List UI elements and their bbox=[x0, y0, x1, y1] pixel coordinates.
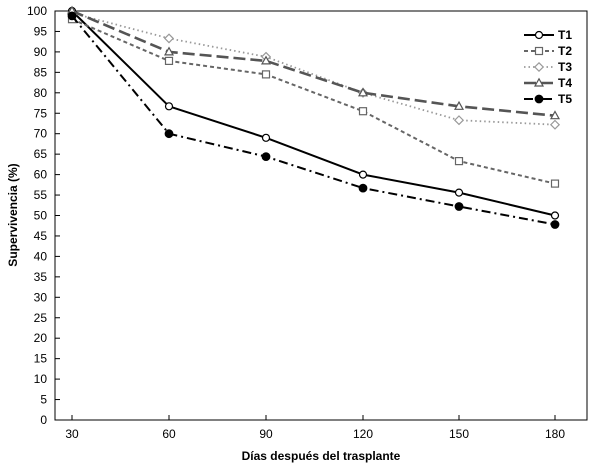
data-point bbox=[549, 110, 561, 120]
data-point bbox=[261, 133, 271, 142]
data-point bbox=[358, 107, 368, 116]
x-axis: 30 60 90 120 150 180 bbox=[65, 415, 565, 441]
x-tick-label: 60 bbox=[162, 427, 176, 441]
y-axis-title: Supervivencia (%) bbox=[6, 163, 20, 266]
data-point bbox=[67, 11, 77, 21]
data-point bbox=[453, 100, 465, 110]
y-tick-label: 60 bbox=[34, 168, 48, 182]
data-point bbox=[357, 87, 369, 97]
legend-label: T5 bbox=[558, 92, 572, 106]
data-point bbox=[550, 211, 560, 220]
data-point bbox=[550, 220, 560, 229]
data-point bbox=[358, 183, 368, 193]
x-tick-label: 90 bbox=[259, 427, 273, 441]
y-tick-label: 40 bbox=[34, 249, 48, 263]
y-tick-label: 65 bbox=[34, 147, 48, 161]
y-tick-label: 25 bbox=[34, 311, 48, 325]
series-line bbox=[71, 15, 556, 226]
y-tick-label: 90 bbox=[34, 45, 48, 59]
y-tick-label: 70 bbox=[34, 127, 48, 141]
y-tick-label: 0 bbox=[40, 413, 47, 427]
y-tick-label: 95 bbox=[34, 24, 48, 38]
data-point bbox=[260, 55, 272, 65]
data-point bbox=[550, 179, 560, 188]
data-point bbox=[549, 119, 561, 130]
series-T1 bbox=[67, 6, 560, 220]
x-tick-label: 30 bbox=[65, 427, 79, 441]
y-tick-label: 80 bbox=[34, 86, 48, 100]
data-point bbox=[453, 115, 465, 126]
data-point bbox=[358, 170, 368, 179]
y-tick-label: 15 bbox=[34, 352, 48, 366]
y-tick-label: 10 bbox=[34, 372, 48, 386]
legend-item-T4: T4 bbox=[524, 76, 572, 90]
y-tick-label: 100 bbox=[27, 4, 47, 18]
legend-label: T2 bbox=[558, 44, 572, 58]
legend-item-T3: T3 bbox=[524, 60, 572, 74]
y-tick-label: 85 bbox=[34, 65, 48, 79]
legend-item-T1: T1 bbox=[524, 28, 572, 42]
data-point bbox=[454, 202, 464, 211]
y-tick-label: 35 bbox=[34, 270, 48, 284]
data-point bbox=[164, 56, 174, 65]
legend-label: T4 bbox=[558, 76, 572, 90]
data-point bbox=[163, 33, 175, 44]
series-line bbox=[71, 10, 556, 217]
y-tick-label: 45 bbox=[34, 229, 48, 243]
x-tick-label: 180 bbox=[545, 427, 565, 441]
data-point bbox=[163, 46, 175, 56]
data-point bbox=[454, 157, 464, 166]
data-point bbox=[164, 129, 174, 139]
data-point bbox=[454, 188, 464, 197]
x-tick-label: 120 bbox=[353, 427, 373, 441]
data-point bbox=[164, 102, 174, 111]
series-T5 bbox=[67, 11, 560, 229]
legend-label: T3 bbox=[558, 60, 572, 74]
y-tick-label: 75 bbox=[34, 106, 48, 120]
y-tick-label: 5 bbox=[40, 393, 47, 407]
y-tick-label: 50 bbox=[34, 209, 48, 223]
legend-marker bbox=[533, 61, 545, 73]
legend-marker bbox=[533, 77, 545, 87]
series-T4 bbox=[66, 5, 561, 120]
legend-item-T2: T2 bbox=[524, 44, 572, 58]
legend-marker bbox=[534, 46, 544, 56]
y-tick-label: 30 bbox=[34, 290, 48, 304]
series-line bbox=[71, 9, 556, 117]
y-axis: 0 5 10 15 20 25 30 35 40 45 50 55 60 65 70 75 80 85 90 95 10… bbox=[27, 4, 60, 427]
x-axis-title: Días después del trasplante bbox=[242, 449, 401, 463]
data-point bbox=[261, 152, 271, 162]
series-layer bbox=[66, 5, 561, 229]
series-line bbox=[71, 18, 556, 185]
legend: T1 T2 T3 T4 T5 bbox=[520, 26, 582, 108]
y-tick-label: 20 bbox=[34, 331, 48, 345]
legend-item-T5: T5 bbox=[524, 92, 572, 106]
y-tick-label: 55 bbox=[34, 188, 48, 202]
x-tick-label: 150 bbox=[449, 427, 469, 441]
legend-marker bbox=[534, 30, 544, 40]
legend-label: T1 bbox=[558, 28, 572, 42]
legend-marker bbox=[534, 94, 544, 104]
series-T3 bbox=[66, 7, 561, 130]
data-point bbox=[261, 70, 271, 79]
